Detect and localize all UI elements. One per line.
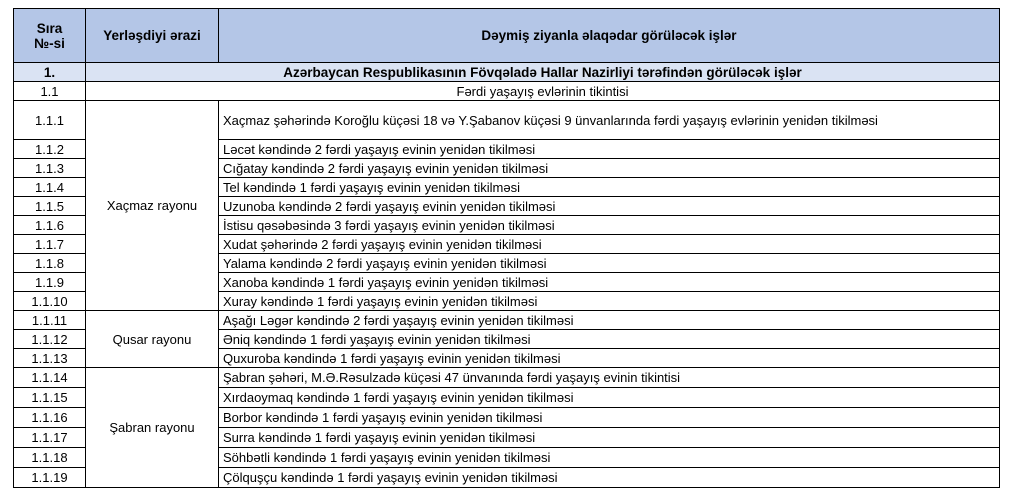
- table-row: 1.1.9 Xanoba kəndində 1 fərdi yaşayış evi…: [13, 272, 1000, 292]
- header-area: Yerləşdiyi ərazi: [85, 8, 219, 63]
- row-number: 1.1.1: [13, 100, 86, 140]
- table-row: 1.1.10 Xuray kəndində 1 fərdi yaşayış evi…: [13, 291, 1000, 311]
- works-table: Sıra №-si Yerləşdiyi ərazi Dəymiş ziyanl…: [13, 8, 1000, 488]
- table-row: 1.1.1 Xaçmaz rayonu Xaçmaz şəhərində Koroğ…: [13, 100, 1000, 311]
- row-number: 1.1.5: [13, 196, 86, 216]
- work-cell: Xaçmaz şəhərində Koroğlu küçəsi 18 və Y.…: [218, 100, 1000, 140]
- table-header: Sıra №-si Yerləşdiyi ərazi Dəymiş ziyanl…: [13, 8, 1000, 63]
- work-cell: Aşağı Ləgər kəndində 2 fərdi yaşayış evi…: [218, 310, 1000, 330]
- row-number: 1.1.19: [13, 467, 86, 488]
- row-number: 1.1.14: [13, 367, 86, 388]
- work-cell: Xuray kəndində 1 fərdi yaşayış evinin ye…: [218, 291, 1000, 311]
- header-works: Dəymiş ziyanla əlaqədar görüləcək işlər: [218, 8, 1000, 63]
- table-row: 1.1.11 Qusar rayonu Aşağı Ləgər kəndində 2…: [13, 310, 1000, 368]
- table-row: 1.1.8 Yalama kəndində 2 fərdi yaşayış evi…: [13, 253, 1000, 273]
- work-cell: Söhbətli kəndində 1 fərdi yaşayış evinin…: [218, 447, 1000, 468]
- row-number: 1.1.4: [13, 177, 86, 197]
- work-cell: Ləcət kəndində 2 fərdi yaşayış evinin ye…: [218, 139, 1000, 159]
- work-cell: Çölquşçu kəndində 1 fərdi yaşayış evinin…: [218, 467, 1000, 488]
- row-number: 1.1.13: [13, 348, 86, 368]
- work-cell: Əniq kəndində 1 fərdi yaşayış evinin yen…: [218, 329, 1000, 349]
- row-number: 1.1.7: [13, 234, 86, 254]
- row-number: 1.1.11: [13, 310, 86, 330]
- table-row: 1.1.19 Çölquşçu kəndində 1 fərdi yaşayış …: [13, 467, 1000, 488]
- row-number: 1.1.17: [13, 427, 86, 448]
- work-cell: Xudat şəhərində 2 fərdi yaşayış evinin y…: [218, 234, 1000, 254]
- work-cell: İstisu qəsəbəsində 3 fərdi yaşayış evini…: [218, 215, 1000, 235]
- row-number: 1.1.6: [13, 215, 86, 235]
- work-cell: Quxuroba kəndində 1 fərdi yaşayış evinin…: [218, 348, 1000, 368]
- subsection-row: 1.1 Fərdi yaşayış evlərinin tikintisi: [13, 81, 1000, 101]
- work-cell: Borbor kəndində 1 fərdi yaşayış evinin y…: [218, 407, 1000, 428]
- row-number: 1.1.18: [13, 447, 86, 468]
- work-cell: Şabran şəhəri, M.Ə.Rəsulzadə küçəsi 47 ü…: [218, 367, 1000, 388]
- section-number: 1.: [13, 62, 86, 82]
- area-cell: Şabran rayonu: [85, 367, 219, 488]
- work-cell: Tel kəndində 1 fərdi yaşayış evinin yeni…: [218, 177, 1000, 197]
- table-row: 1.1.13 Quxuroba kəndində 1 fərdi yaşayış …: [13, 348, 1000, 368]
- table-row: 1.1.3 Cığatay kəndində 2 fərdi yaşayış ev…: [13, 158, 1000, 178]
- header-number: Sıra №-si: [13, 8, 86, 63]
- work-cell: Xanoba kəndində 1 fərdi yaşayış evinin y…: [218, 272, 1000, 292]
- row-number: 1.1.10: [13, 291, 86, 311]
- row-number: 1.1.9: [13, 272, 86, 292]
- row-number: 1.1.16: [13, 407, 86, 428]
- row-number: 1.1.15: [13, 387, 86, 408]
- row-number: 1.1.3: [13, 158, 86, 178]
- area-cell: Qusar rayonu: [85, 310, 219, 368]
- work-cell: Xırdaoymaq kəndində 1 fərdi yaşayış evin…: [218, 387, 1000, 408]
- area-cell: Xaçmaz rayonu: [85, 100, 219, 311]
- work-cell: Uzunoba kəndində 2 fərdi yaşayış evinin …: [218, 196, 1000, 216]
- row-number: 1.1.2: [13, 139, 86, 159]
- work-cell: Surra kəndində 1 fərdi yaşayış evinin ye…: [218, 427, 1000, 448]
- table-row: 1.1.6 İstisu qəsəbəsində 3 fərdi yaşayış …: [13, 215, 1000, 235]
- row-number: 1.1.12: [13, 329, 86, 349]
- section-title: Azərbaycan Respublikasının Fövqəladə Hal…: [85, 62, 1000, 82]
- row-number: 1.1.8: [13, 253, 86, 273]
- table-row: 1.1.14 Şabran rayonu Şabran şəhəri, M.Ə.Rə…: [13, 367, 1000, 488]
- work-cell: Yalama kəndində 2 fərdi yaşayış evinin y…: [218, 253, 1000, 273]
- subsection-title: Fərdi yaşayış evlərinin tikintisi: [85, 81, 1000, 101]
- work-cell: Cığatay kəndində 2 fərdi yaşayış evinin …: [218, 158, 1000, 178]
- subsection-number: 1.1: [13, 81, 86, 101]
- section-row: 1. Azərbaycan Respublikasının Fövqəladə …: [13, 62, 1000, 82]
- table-row: 1.1.12 Əniq kəndində 1 fərdi yaşayış evin…: [13, 329, 1000, 349]
